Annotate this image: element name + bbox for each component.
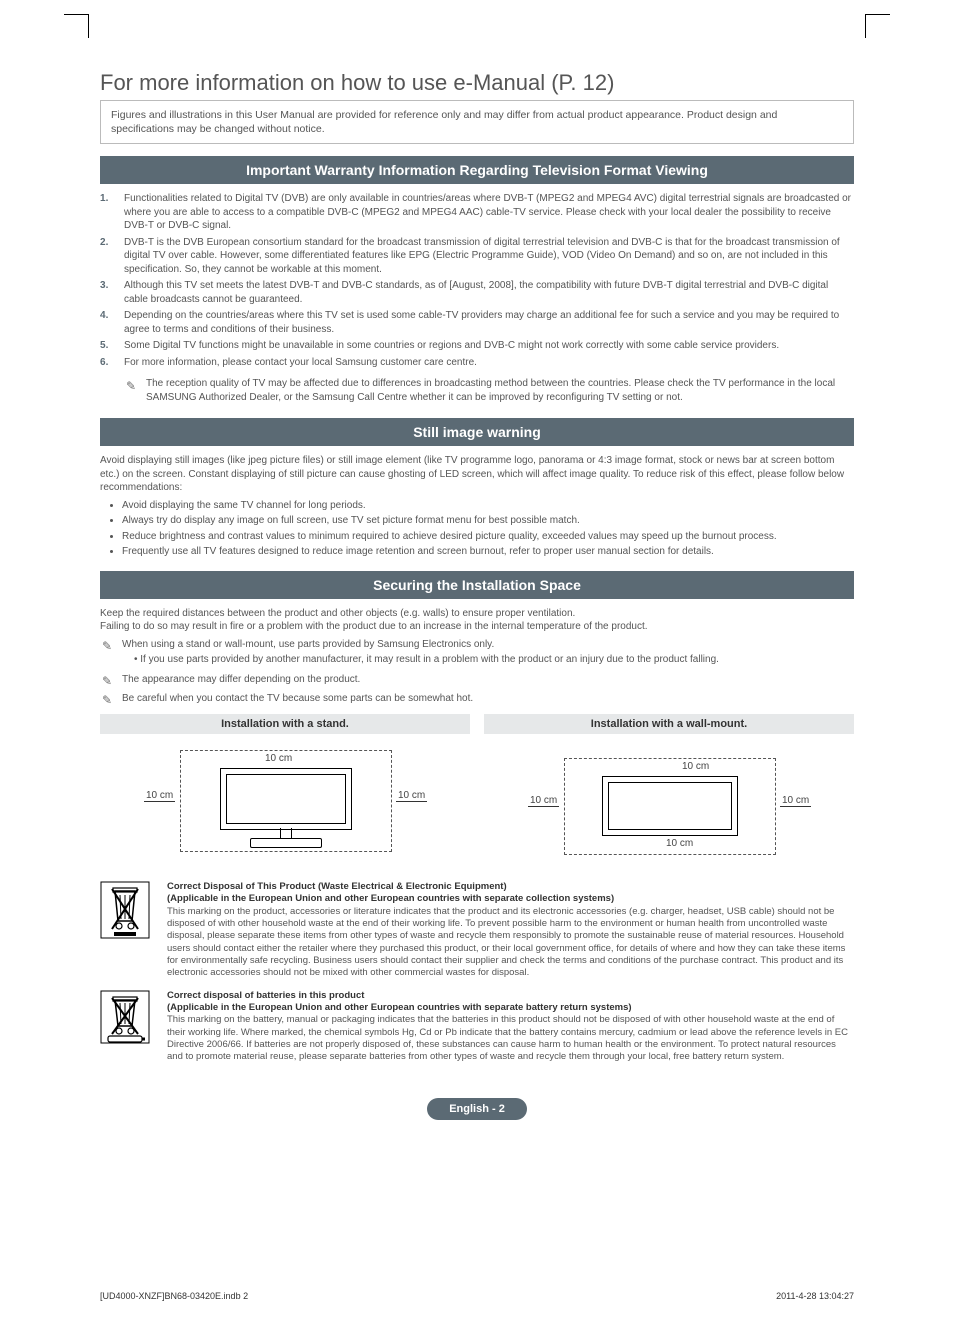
still-bullet-1: Avoid displaying the same TV channel for… [122,499,854,513]
install-stand-label: Installation with a stand. [100,714,470,734]
section-header-space: Securing the Installation Space [100,571,854,599]
space-note-1-text: When using a stand or wall-mount, use pa… [122,639,494,650]
warranty-item-1: Functionalities related to Digital TV (D… [100,192,854,233]
space-intro-1: Keep the required distances between the … [100,607,854,621]
install-row: Installation with a stand. 10 cm 10 cm 1… [100,714,854,865]
dim-left: 10 cm [528,795,559,807]
weee-battery-icon [100,990,155,1064]
note-icon: ✎ [102,692,112,708]
disposal-battery-row: Correct disposal of batteries in this pr… [100,990,854,1064]
diagram-stand: 10 cm 10 cm 10 cm [100,740,470,865]
footer-right-text: 2011-4-28 13:04:27 [776,1291,854,1301]
dim-top: 10 cm [265,753,292,764]
disposal-product-sub: (Applicable in the European Union and ot… [167,893,614,904]
crop-mark-tr [865,14,866,38]
weee-bin-icon [100,881,155,980]
footer-left-text: [UD4000-XNZF]BN68-03420E.indb 2 [100,1291,248,1301]
crop-mark-tl [88,14,89,38]
intro-box: Figures and illustrations in this User M… [100,100,854,144]
dim-right: 10 cm [396,790,427,802]
disposal-product-text: Correct Disposal of This Product (Waste … [167,881,854,980]
warranty-note: ✎ The reception quality of TV may be aff… [100,377,854,404]
warranty-item-4: Depending on the countries/areas where t… [100,309,854,336]
section-header-warranty: Important Warranty Information Regarding… [100,156,854,184]
warranty-item-2: DVB-T is the DVB European consortium sta… [100,236,854,277]
warranty-item-6: For more information, please contact you… [100,356,854,370]
warranty-item-3: Although this TV set meets the latest DV… [100,279,854,306]
warranty-note-text: The reception quality of TV may be affec… [146,378,835,403]
still-bullets: Avoid displaying the same TV channel for… [100,499,854,559]
space-note-3: ✎ Be careful when you contact the TV bec… [100,692,854,706]
space-note-2: ✎ The appearance may differ depending on… [100,673,854,687]
space-note-1-sub: If you use parts provided by another man… [100,653,854,667]
disposal-battery-title: Correct disposal of batteries in this pr… [167,990,364,1001]
still-bullet-4: Frequently use all TV features designed … [122,545,854,559]
dim-top: 10 cm [682,761,709,772]
space-note-3-text: Be careful when you contact the TV becau… [122,693,473,704]
page: For more information on how to use e-Man… [0,0,954,1321]
stand-tv-inner [226,774,346,824]
disposal-battery-body: This marking on the battery, manual or p… [167,1014,848,1062]
still-bullet-2: Always try do display any image on full … [122,514,854,528]
diagram-wall: 10 cm 10 cm 10 cm 10 cm [484,740,854,865]
still-intro: Avoid displaying still images (like jpeg… [100,454,854,495]
space-note-1: ✎ When using a stand or wall-mount, use … [100,638,854,652]
note-icon: ✎ [102,673,112,689]
disposal-product-body: This marking on the product, accessories… [167,906,845,979]
disposal-product-title: Correct Disposal of This Product (Waste … [167,881,507,892]
stand-neck [280,828,292,838]
page-title: For more information on how to use e-Man… [100,70,854,96]
wall-tv-inner [608,782,732,830]
install-stand-col: Installation with a stand. 10 cm 10 cm 1… [100,714,470,865]
space-intro-2: Failing to do so may result in fire or a… [100,620,854,634]
dim-bottom: 10 cm [666,838,693,849]
stand-base [250,838,322,848]
dim-right: 10 cm [780,795,811,807]
install-wall-col: Installation with a wall-mount. 10 cm 10… [484,714,854,865]
warranty-list: Functionalities related to Digital TV (D… [100,192,854,369]
note-icon: ✎ [126,378,136,394]
disposal-battery-sub: (Applicable in the European Union and ot… [167,1002,632,1013]
footer-page-pill: English - 2 [427,1098,527,1120]
dim-left: 10 cm [144,790,175,802]
space-note-2-text: The appearance may differ depending on t… [122,674,360,685]
section-header-still: Still image warning [100,418,854,446]
disposal-battery-text: Correct disposal of batteries in this pr… [167,990,854,1064]
still-bullet-3: Reduce brightness and contrast values to… [122,530,854,544]
disposal-product-row: Correct Disposal of This Product (Waste … [100,881,854,980]
warranty-item-5: Some Digital TV functions might be unava… [100,339,854,353]
note-icon: ✎ [102,638,112,654]
install-wall-label: Installation with a wall-mount. [484,714,854,734]
